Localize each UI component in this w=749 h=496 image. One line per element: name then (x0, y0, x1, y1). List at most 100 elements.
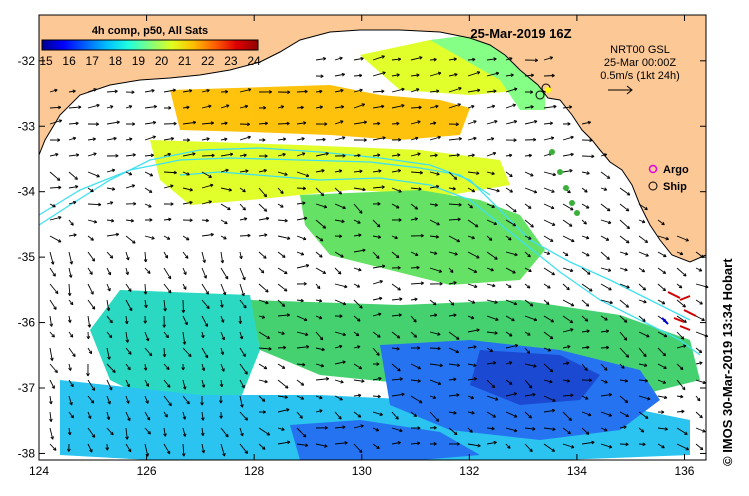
current-vector (334, 267, 342, 275)
current-vector (524, 379, 533, 389)
current-vector (619, 283, 630, 289)
argo-float (557, 169, 563, 175)
current-vector (239, 88, 252, 93)
current-vector (49, 267, 56, 277)
current-vector (600, 203, 611, 212)
current-vector (315, 377, 330, 381)
current-vector (543, 121, 553, 126)
current-vector (87, 315, 92, 328)
current-vector (448, 171, 458, 180)
current-vector (258, 168, 267, 173)
current-vector (334, 234, 343, 239)
current-vector (182, 427, 187, 437)
current-vector (258, 121, 268, 126)
current-vector (125, 411, 131, 422)
current-vector (486, 219, 498, 226)
drifter-track (679, 325, 691, 331)
current-vector (353, 315, 361, 322)
current-vector (201, 267, 207, 279)
current-vector (505, 87, 518, 93)
current-vector (581, 395, 589, 400)
current-vector (467, 251, 480, 259)
current-vector (239, 233, 251, 238)
current-vector (106, 283, 111, 292)
current-vector (239, 283, 245, 297)
current-vector (505, 138, 517, 142)
current-vector (315, 331, 324, 341)
current-vector (486, 315, 499, 321)
colorbar-tick-label: 22 (201, 54, 215, 68)
current-vector (562, 328, 574, 333)
current-vector (201, 121, 215, 125)
current-vector (220, 168, 229, 173)
current-vector (524, 363, 537, 368)
current-vector (391, 153, 401, 157)
current-vector (486, 331, 498, 335)
current-vector (87, 235, 94, 241)
current-vector (524, 315, 538, 322)
current-vector (315, 347, 325, 352)
current-vector (467, 187, 476, 193)
current-vector (239, 251, 243, 260)
current-vector (277, 187, 284, 194)
current-vector (543, 427, 556, 431)
current-vector (277, 171, 288, 176)
current-vector (448, 235, 461, 243)
current-vector (486, 71, 500, 77)
current-vector (220, 299, 224, 308)
current-vector (258, 267, 265, 274)
current-vector (181, 299, 186, 313)
current-vector (315, 152, 329, 157)
current-vector (258, 203, 268, 212)
current-info-line1: NRT00 GSL (610, 44, 670, 56)
colorbar-tick-label: 17 (86, 54, 100, 68)
current-vector (619, 235, 630, 244)
current-vector (562, 219, 573, 227)
current-vector (581, 363, 588, 371)
current-vector (410, 363, 422, 370)
current-vector (581, 267, 591, 275)
current-vector (486, 187, 500, 193)
current-vector (676, 394, 684, 399)
current-vector (68, 251, 74, 265)
current-vector (543, 56, 554, 61)
current-vector (163, 152, 171, 157)
current-vector (600, 283, 612, 291)
current-vector (296, 105, 304, 110)
current-vector (448, 153, 460, 157)
current-vector (315, 298, 323, 303)
current-vector (448, 411, 457, 415)
current-vector (144, 267, 151, 274)
current-vector (143, 363, 148, 371)
current-vector (182, 89, 193, 93)
current-vector (182, 152, 196, 157)
current-vector (619, 331, 628, 341)
land-australia (38, 14, 707, 263)
current-vector (448, 331, 460, 340)
current-vector (106, 120, 120, 125)
current-vector (467, 153, 475, 158)
current-vector (296, 345, 310, 349)
current-vector (429, 135, 441, 141)
current-vector (49, 105, 62, 110)
colorbar-gradient (41, 39, 259, 51)
current-vector (334, 360, 346, 365)
current-vector (429, 57, 437, 62)
current-vector (220, 104, 230, 109)
current-vector (315, 425, 328, 430)
current-vector (448, 313, 457, 318)
current-vector (448, 393, 460, 397)
current-vector (68, 379, 74, 388)
current-vector (429, 281, 443, 286)
current-vector (49, 331, 55, 338)
current-vector (163, 395, 172, 407)
current-vector (182, 171, 190, 176)
y-axis: -32 -33 -34 -35 -36 -37 -38 (18, 54, 706, 460)
current-vector (562, 315, 574, 324)
current-vector (49, 395, 53, 405)
current-vector (87, 443, 93, 453)
current-vector (296, 411, 303, 419)
current-vector (391, 441, 401, 445)
current-vector (201, 137, 210, 141)
